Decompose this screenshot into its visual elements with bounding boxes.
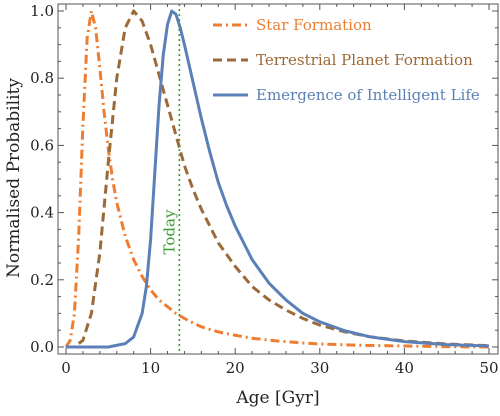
x-tick-label: 10: [141, 359, 160, 377]
y-tick-label: 0.8: [30, 69, 54, 87]
x-tick-label: 30: [310, 359, 329, 377]
legend: Star Formation Terrestrial Planet Formati…: [213, 16, 480, 104]
today-label: Today: [160, 209, 178, 254]
legend-label: Star Formation: [256, 16, 372, 34]
x-tick-label: 20: [226, 359, 245, 377]
x-tick-label: 50: [479, 359, 498, 377]
x-tick-label: 40: [395, 359, 414, 377]
legend-label: Emergence of Intelligent Life: [256, 86, 480, 104]
y-axis-title: Normalised Probability: [4, 78, 24, 278]
annotation-layer: Today: [160, 4, 181, 354]
y-tick-label: 0.4: [30, 204, 54, 222]
series-layer: [64, 9, 490, 349]
y-tick-label: 0.0: [30, 338, 54, 356]
series-line-1: [64, 9, 490, 349]
y-tick-label: 0.6: [30, 136, 54, 154]
series-line-3: [66, 9, 490, 349]
ticks-layer: 0 10 20 30 40 50 0.0 0.2 0.4 0.6 0.8 1.0: [30, 2, 498, 377]
x-axis-title: Age [Gyr]: [235, 388, 319, 408]
y-tick-label: 0.2: [30, 271, 54, 289]
legend-label: Terrestrial Planet Formation: [256, 51, 473, 69]
x-tick-label: 0: [61, 359, 71, 377]
series-line-2: [66, 9, 490, 349]
y-tick-label: 1.0: [30, 2, 54, 20]
